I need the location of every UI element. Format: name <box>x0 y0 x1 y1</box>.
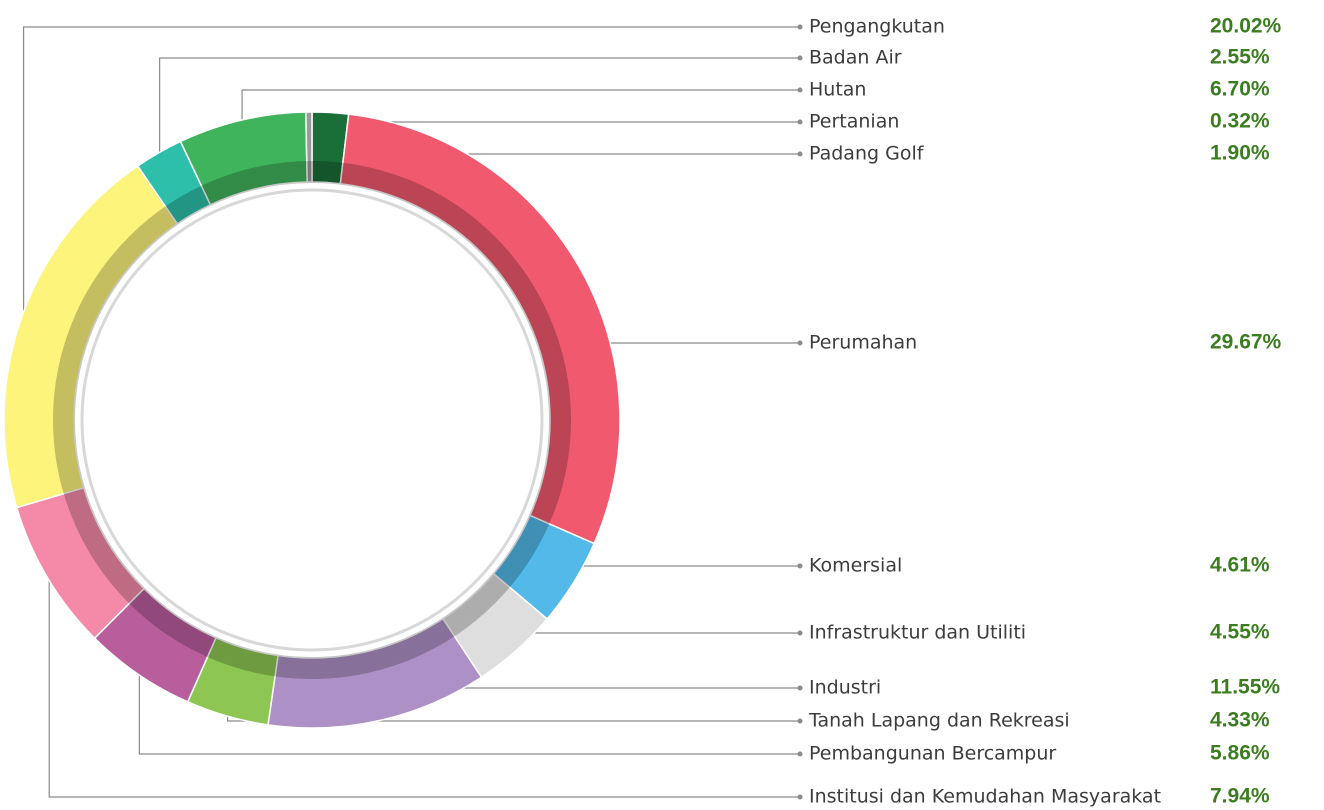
legend-label: Padang Golf <box>809 143 925 165</box>
value-label: 0.32% <box>1210 110 1270 133</box>
value-label: 4.55% <box>1210 621 1270 644</box>
leader-line <box>514 632 800 649</box>
hole <box>80 188 544 652</box>
inner-shade <box>53 161 571 679</box>
donut-segment <box>305 111 313 183</box>
value-label: 5.86% <box>1210 742 1270 765</box>
value-label: 29.67% <box>1210 331 1282 354</box>
legend-dot <box>797 24 803 30</box>
legend-dot <box>797 794 803 800</box>
legend-dot <box>797 87 803 93</box>
donut <box>3 111 621 729</box>
leader-line <box>571 565 800 582</box>
legend-dot <box>797 151 803 157</box>
value-label: 1.90% <box>1210 142 1270 165</box>
leader-line <box>48 576 800 798</box>
leader-line <box>577 268 800 344</box>
legend-label: Tanah Lapang dan Rekreasi <box>808 710 1070 732</box>
legend-label: Badan Air <box>809 47 902 69</box>
legend-label: Pembangunan Bercampur <box>809 743 1056 765</box>
legend-dot <box>797 718 803 724</box>
value-label: 20.02% <box>1210 15 1282 38</box>
legend-dot <box>797 685 803 691</box>
legend-dot <box>797 563 803 569</box>
leader-line <box>22 26 800 318</box>
donut-segment <box>339 113 621 545</box>
legend-label: Hutan <box>809 79 866 101</box>
legend-label: Institusi dan Kemudahan Masyarakat <box>809 786 1161 808</box>
legend-label: Pertanian <box>809 111 899 133</box>
legend-label: Perumahan <box>809 332 917 354</box>
leader-line <box>159 57 800 155</box>
value-label: 6.70% <box>1210 78 1270 101</box>
legend-dot <box>797 55 803 61</box>
legend-dot <box>797 630 803 636</box>
legend: Padang Golf 1.90% Perumahan 29.67% Komersial… <box>797 15 1282 808</box>
value-label: 11.55% <box>1210 676 1280 699</box>
value-label: 4.61% <box>1210 554 1270 577</box>
legend-dot <box>797 340 803 346</box>
leader-line <box>138 672 800 755</box>
legend-dot <box>797 119 803 125</box>
legend-label: Industri <box>809 677 881 699</box>
value-label: 4.33% <box>1210 709 1270 732</box>
value-label: 2.55% <box>1210 46 1270 69</box>
legend-label: Infrastruktur dan Utiliti <box>809 622 1026 644</box>
legend-label: Pengangkutan <box>809 16 945 38</box>
value-label: 7.94% <box>1210 785 1270 808</box>
legend-label: Komersial <box>809 555 902 577</box>
leader-line <box>241 89 800 123</box>
legend-dot <box>797 751 803 757</box>
